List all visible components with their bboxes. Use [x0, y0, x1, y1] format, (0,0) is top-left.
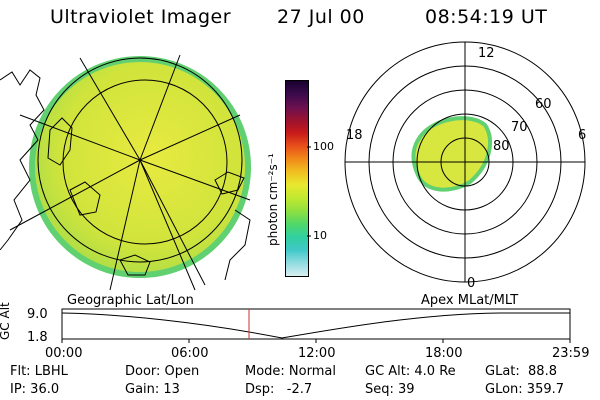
timeline-right-label: Apex MLat/MLT — [421, 293, 519, 308]
polar-lat-label-70: 70 — [511, 120, 528, 135]
info-dsp: Dsp: -2.7 — [245, 382, 313, 397]
polar-label-18: 18 — [346, 128, 363, 143]
info-mode: Mode: Normal — [245, 364, 336, 379]
app-title: Ultraviolet Imager — [50, 6, 232, 28]
coastline-east-2 — [224, 209, 251, 281]
colorbar-tick-100: 100 — [313, 140, 334, 153]
timeline-xtick-2359: 23:59 — [552, 346, 590, 361]
info-glat: GLat: 88.8 — [485, 364, 557, 379]
polar-label-12: 12 — [478, 46, 495, 61]
timeline-ytick-1-8: 1.8 — [27, 330, 48, 345]
polar-lat-label-60: 60 — [535, 97, 552, 112]
timeline-xtick-0000: 00:00 — [45, 346, 83, 361]
info-seq: Seq: 39 — [365, 382, 415, 397]
info-door: Door: Open — [125, 364, 200, 379]
timeline-xtick-1800: 18:00 — [425, 346, 463, 361]
coastline-west — [0, 69, 45, 251]
info-gain: Gain: 13 — [125, 382, 180, 397]
timeline-ticks — [61, 339, 571, 343]
timeline-xtick-0600: 06:00 — [171, 346, 209, 361]
colorbar — [285, 80, 309, 277]
info-ip: IP: 36.0 — [10, 382, 60, 397]
coastline-island-2 — [69, 181, 101, 216]
polar-label-6: 6 — [578, 128, 587, 143]
lat-circle-inner — [62, 79, 228, 245]
polar-label-0: 0 — [467, 276, 476, 291]
lat-circle-outer — [37, 57, 243, 263]
timeline-ytick-9: 9.0 — [27, 307, 48, 322]
altitude-curve — [61, 312, 570, 339]
timeline-left-label: Geographic Lat/Lon — [67, 293, 194, 308]
info-glon: GLon: 359.7 — [485, 382, 565, 397]
coastline-island — [47, 117, 73, 166]
colorbar-tick-10: 10 — [313, 229, 327, 242]
info-filter: Flt: LBHL — [10, 364, 68, 379]
info-gc-alt: GC Alt: 4.0 Re — [365, 364, 456, 379]
auroral-oval — [411, 116, 492, 192]
timeline-xtick-1200: 12:00 — [298, 346, 336, 361]
coastline-south — [119, 254, 151, 276]
polar-lat-label-80: 80 — [493, 139, 510, 154]
image-date: 27 Jul 00 — [277, 6, 365, 28]
meridians — [9, 54, 251, 291]
image-time: 08:54:19 UT — [425, 6, 548, 28]
